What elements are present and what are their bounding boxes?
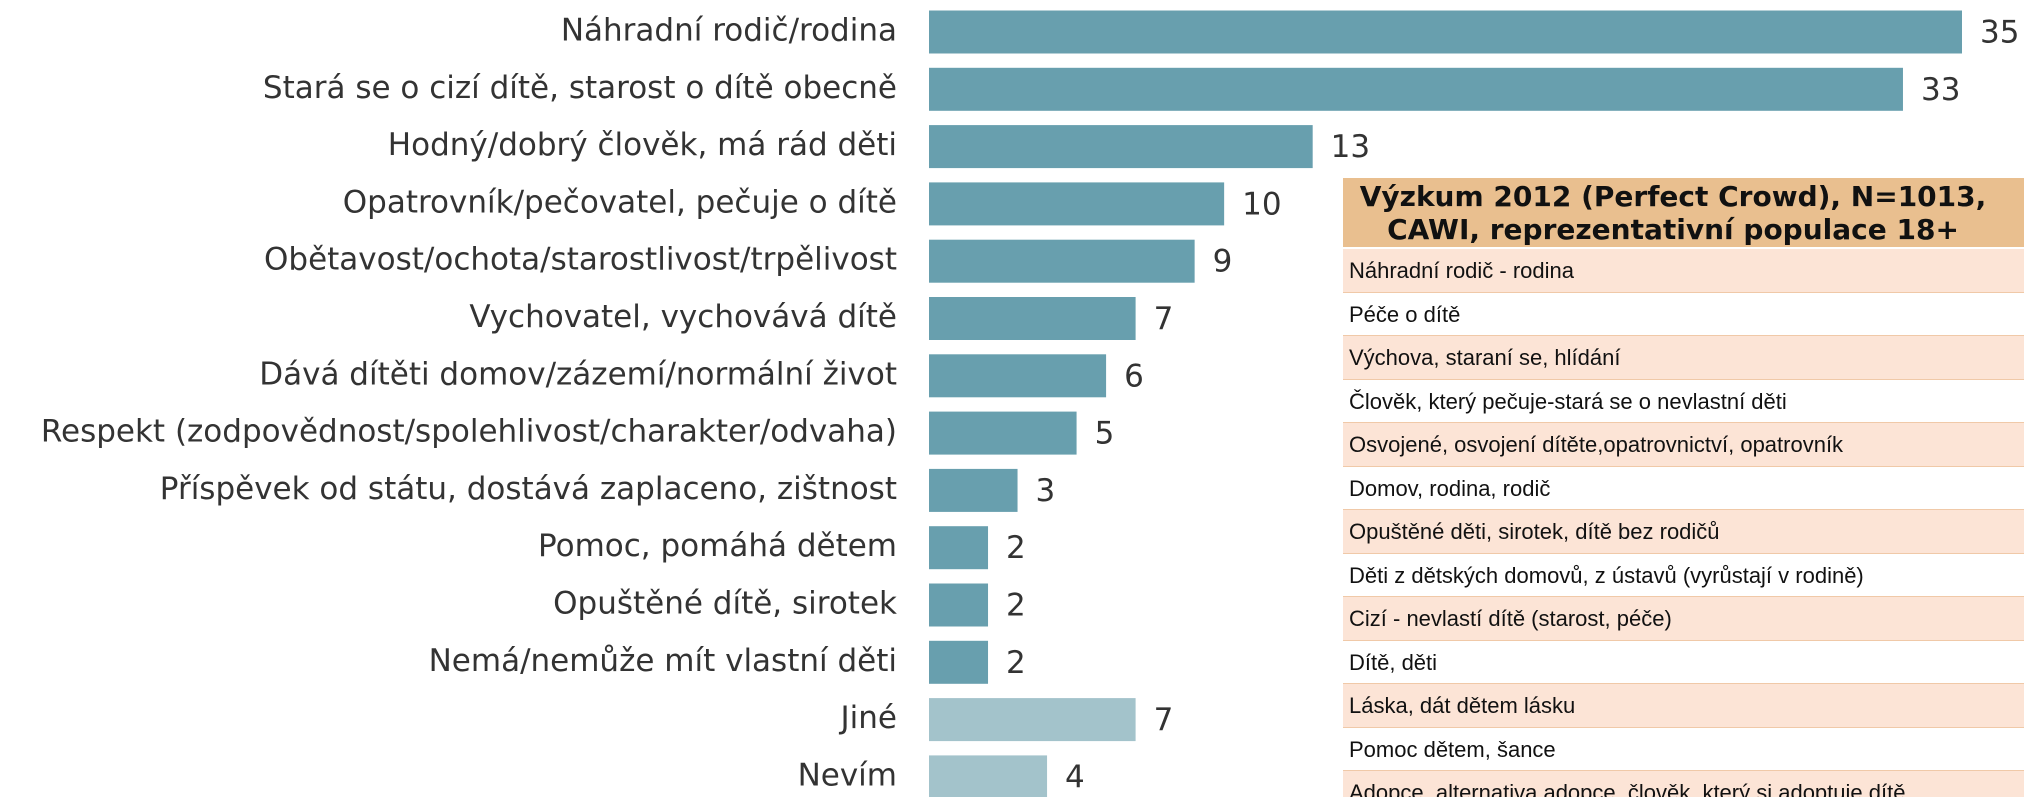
category-label: Respekt (zodpovědnost/spolehlivost/chara… [41,414,897,450]
table-row: Náhradní rodič - rodina [1343,249,2024,293]
category-label: Dává dítěti domov/zázemí/normální život [259,356,897,392]
bar [929,239,1195,283]
table-row: Pomoc dětem, šance [1343,727,2024,771]
bar [929,10,1962,54]
bar [929,583,989,627]
category-label: Obětavost/ochota/starostlivost/trpělivos… [264,242,897,278]
value-label: 13 [1331,129,1370,165]
table-row: Domov, rodina, rodič [1343,466,2024,510]
value-label: 9 [1213,244,1233,280]
bar [929,526,989,570]
bar [929,468,1018,512]
value-label: 6 [1124,358,1144,394]
value-label: 10 [1242,186,1281,222]
value-label: 5 [1095,416,1115,452]
bar [929,640,989,684]
table-row: Děti z dětských domovů, z ústavů (vyrůst… [1343,553,2024,597]
info-table: Výzkum 2012 (Perfect Crowd), N=1013, CAW… [1343,178,2024,797]
table-row: Opuštěné děti, sirotek, dítě bez rodičů [1343,510,2024,554]
table-row: Člověk, který pečuje-stará se o nevlastn… [1343,379,2024,423]
table-row: Výchova, staraní se, hlídání [1343,336,2024,380]
category-label: Nemá/nemůže mít vlastní děti [429,643,897,679]
value-label: 3 [1036,473,1056,509]
table-row: Cizí - nevlastí dítě (starost, péče) [1343,597,2024,641]
bar [929,182,1225,226]
value-label: 2 [1006,588,1026,624]
value-label: 33 [1921,72,1960,108]
category-label: Jiné [839,700,897,736]
value-label: 2 [1006,530,1026,566]
category-label: Hodný/dobrý člověk, má rád děti [388,127,897,163]
table-row: Osvojené, osvojení dítěte,opatrovnictví,… [1343,423,2024,467]
value-label: 35 [1980,15,2019,51]
category-label: Nevím [798,757,897,793]
bar [929,354,1107,398]
value-label: 7 [1154,301,1174,337]
bar [929,125,1313,169]
category-label: Příspěvek od státu, dostává zaplaceno, z… [160,471,897,507]
value-label: 4 [1065,759,1085,795]
category-label: Stará se o cizí dítě, starost o dítě obe… [263,70,897,106]
table-title: Výzkum 2012 (Perfect Crowd), N=1013, CAW… [1343,178,2024,249]
category-label: Opatrovník/pečovatel, pečuje o dítě [343,184,897,220]
bar [929,411,1077,455]
value-label: 2 [1006,645,1026,681]
table-row: Adopce, alternativa adopce, člověk, kter… [1343,771,2024,797]
value-label: 7 [1154,702,1174,738]
bar [929,297,1136,340]
category-label: Náhradní rodič/rodina [561,13,897,49]
table-row: Láska, dát dětem lásku [1343,684,2024,728]
table-row: Péče o dítě [1343,292,2024,336]
table-row: Dítě, děti [1343,640,2024,684]
bar [929,698,1136,742]
category-label: Opuštěné dítě, sirotek [553,586,897,622]
bar [929,67,1903,111]
category-label: Pomoc, pomáhá dětem [538,528,897,564]
bar [929,755,1048,797]
category-label: Vychovatel, vychovává dítě [469,299,897,335]
